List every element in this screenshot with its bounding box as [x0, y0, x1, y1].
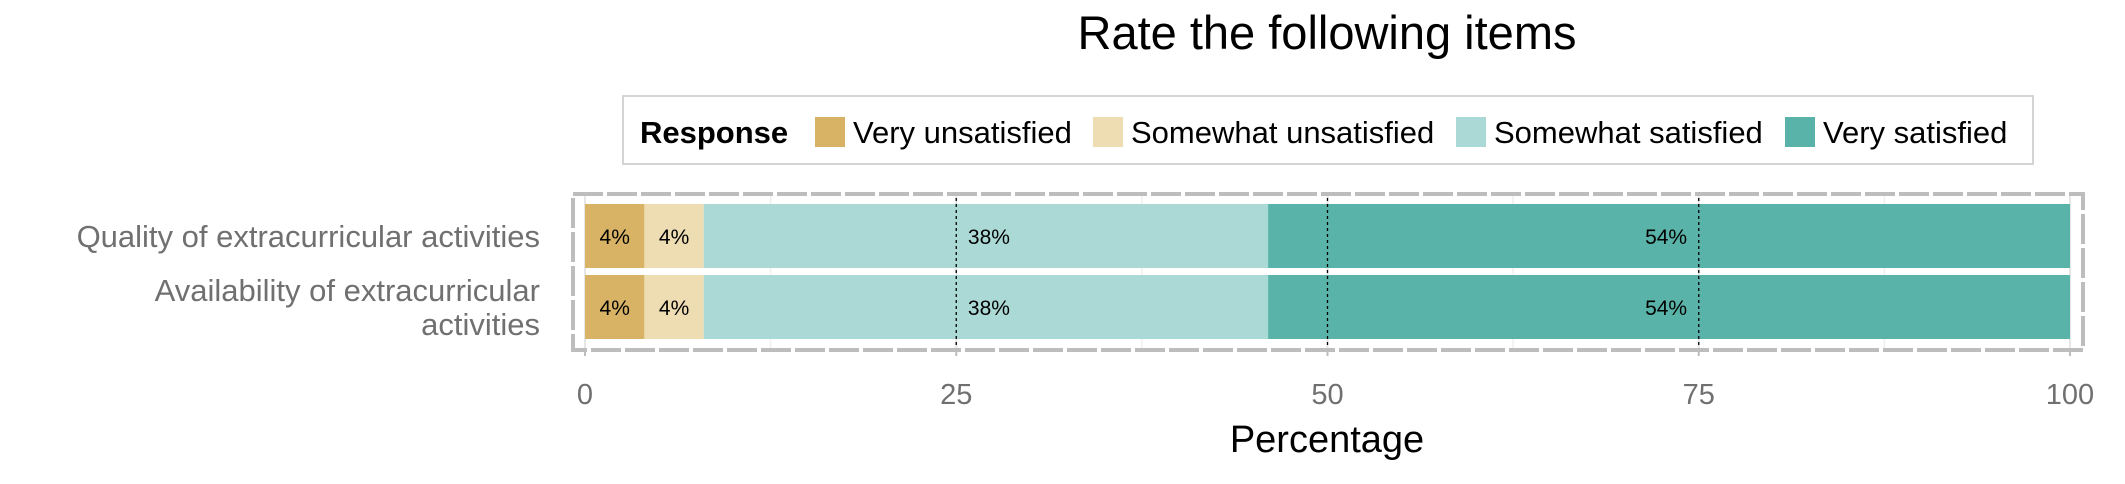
tick-label-50: 50 — [1311, 379, 1343, 411]
legend-key-2 — [1456, 117, 1486, 147]
tick-label-0: 0 — [577, 379, 593, 411]
data-label-0-1: 4% — [659, 226, 689, 249]
data-label-0-3: 54% — [1645, 226, 1687, 249]
bar-0-1 — [644, 204, 704, 268]
legend-label-3: Very satisfied — [1823, 115, 2007, 150]
legend-title: Response — [640, 115, 788, 150]
tick-label-100: 100 — [2046, 379, 2094, 411]
tick-label-75: 75 — [1683, 379, 1715, 411]
legend-label-0: Very unsatisfied — [853, 115, 1072, 150]
category-label-1-0: Availability of extracurricular — [155, 273, 540, 308]
legend-key-3 — [1785, 117, 1815, 147]
legend-label-1: Somewhat unsatisfied — [1131, 115, 1434, 150]
legend-key-0 — [815, 117, 845, 147]
legend-label-2: Somewhat satisfied — [1494, 115, 1763, 150]
bar-1-1 — [644, 275, 704, 339]
data-label-0-0: 4% — [600, 226, 630, 249]
bar-0-3 — [1268, 204, 2070, 268]
bar-1-3 — [1268, 275, 2070, 339]
bar-0-0 — [585, 204, 645, 268]
data-label-0-2: 38% — [968, 226, 1010, 249]
data-label-1-3: 54% — [1645, 297, 1687, 320]
category-label-0-0: Quality of extracurricular activities — [77, 219, 540, 254]
legend: Response Very unsatisfied Somewhat unsatis… — [622, 95, 2034, 165]
data-label-1-0: 4% — [600, 297, 630, 320]
x-axis-title: Percentage — [1230, 419, 1424, 461]
legend-key-1 — [1093, 117, 1123, 147]
reference-lines — [955, 198, 1700, 346]
data-label-1-2: 38% — [968, 297, 1010, 320]
bar-1-2 — [703, 275, 1269, 339]
category-labels: Quality of extracurricular activities Ava… — [77, 219, 540, 342]
bar-0-2 — [703, 204, 1269, 268]
category-label-1-1: activities — [421, 307, 540, 342]
chart-title: Rate the following items — [1078, 6, 1577, 59]
data-label-1-1: 4% — [659, 297, 689, 320]
bar-1-0 — [585, 275, 645, 339]
tick-label-25: 25 — [940, 379, 972, 411]
bars: 4% 4% 38% 54% 4% 4% 38% 54% — [585, 204, 2070, 339]
x-axis-ticks: 0 25 50 75 100 — [577, 350, 2094, 411]
